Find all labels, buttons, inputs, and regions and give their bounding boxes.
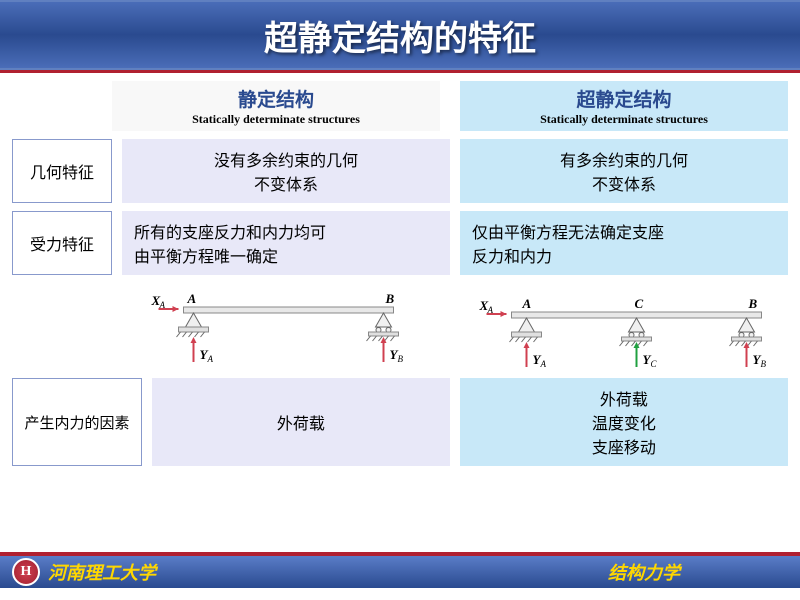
row-geometric: 几何特征 没有多余约束的几何 不变体系 有多余约束的几何 不变体系	[12, 139, 788, 203]
svg-text:C: C	[651, 359, 658, 369]
col-right-cn: 超静定结构	[468, 85, 780, 112]
university-logo-icon: H	[12, 558, 40, 586]
page-title: 超静定结构的特征	[264, 11, 536, 60]
text: 温度变化	[592, 410, 656, 434]
row-cause: 产生内力的因素 外荷载 外荷载 温度变化 支座移动	[12, 378, 788, 466]
col-header-indeterminate: 超静定结构 Statically determinate structures	[460, 81, 788, 131]
cell-force-right: 仅由平衡方程无法确定支座 反力和内力	[460, 211, 788, 275]
diagram-row: X A A B YA YB	[122, 287, 788, 372]
text: 外荷载	[600, 386, 648, 410]
svg-text:C: C	[635, 296, 644, 311]
cell-cause-right: 外荷载 温度变化 支座移动	[460, 378, 788, 466]
footer-course: 结构力学	[608, 559, 680, 585]
cell-force-left: 所有的支座反力和内力均可 由平衡方程唯一确定	[122, 211, 450, 275]
svg-text:B: B	[761, 359, 767, 369]
text: 所有的支座反力和内力均可	[134, 219, 326, 243]
title-bar: 超静定结构的特征	[0, 0, 800, 70]
text: 外荷载	[277, 410, 325, 434]
footer-bar: H 河南理工大学 结构力学	[0, 556, 800, 588]
svg-text:A: A	[159, 300, 166, 310]
svg-text:A: A	[207, 354, 214, 364]
diagram-determinate: X A A B YA YB	[122, 287, 445, 372]
text: 有多余约束的几何	[560, 147, 688, 171]
col-left-en: Statically determinate structures	[120, 112, 432, 127]
footer-university: 河南理工大学	[48, 559, 156, 585]
cell-geom-right: 有多余约束的几何 不变体系	[460, 139, 788, 203]
cell-geom-left: 没有多余约束的几何 不变体系	[122, 139, 450, 203]
svg-text:B: B	[398, 354, 404, 364]
col-left-cn: 静定结构	[120, 85, 432, 112]
svg-text:A: A	[522, 296, 532, 311]
text: 没有多余约束的几何	[214, 147, 358, 171]
label-force: 受力特征	[12, 211, 112, 275]
svg-text:B: B	[385, 291, 395, 306]
label-geometric: 几何特征	[12, 139, 112, 203]
content-area: 静定结构 Statically determinate structures 超…	[0, 73, 800, 548]
svg-text:A: A	[487, 305, 494, 315]
text: 由平衡方程唯一确定	[134, 243, 278, 267]
row-force: 受力特征 所有的支座反力和内力均可 由平衡方程唯一确定 仅由平衡方程无法确定支座…	[12, 211, 788, 275]
text: 仅由平衡方程无法确定支座	[472, 219, 664, 243]
diagram-indeterminate: XA A C B YA YC YB	[465, 287, 788, 372]
col-right-en: Statically determinate structures	[468, 112, 780, 127]
svg-text:A: A	[187, 291, 197, 306]
cell-cause-left: 外荷载	[152, 378, 450, 466]
text: 不变体系	[592, 171, 656, 195]
column-headers: 静定结构 Statically determinate structures 超…	[112, 81, 788, 131]
text: 支座移动	[592, 434, 656, 458]
svg-text:A: A	[540, 359, 547, 369]
footer: H 河南理工大学 结构力学	[0, 552, 800, 600]
label-cause: 产生内力的因素	[12, 378, 142, 466]
text: 反力和内力	[472, 243, 552, 267]
svg-text:B: B	[748, 296, 758, 311]
text: 不变体系	[254, 171, 318, 195]
col-header-determinate: 静定结构 Statically determinate structures	[112, 81, 440, 131]
